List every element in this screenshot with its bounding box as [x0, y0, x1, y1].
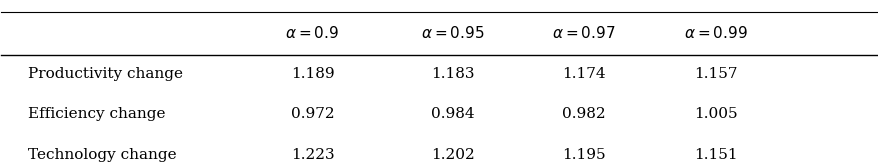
Text: 1.151: 1.151: [693, 148, 737, 162]
Text: 1.183: 1.183: [430, 67, 474, 81]
Text: $\alpha = 0.95$: $\alpha = 0.95$: [421, 25, 484, 41]
Text: Technology change: Technology change: [27, 148, 176, 162]
Text: 0.982: 0.982: [562, 107, 605, 121]
Text: 1.005: 1.005: [693, 107, 737, 121]
Text: 1.157: 1.157: [693, 67, 737, 81]
Text: $\alpha = 0.99$: $\alpha = 0.99$: [683, 25, 746, 41]
Text: 1.202: 1.202: [430, 148, 474, 162]
Text: 0.984: 0.984: [430, 107, 474, 121]
Text: $\alpha = 0.9$: $\alpha = 0.9$: [285, 25, 339, 41]
Text: 0.972: 0.972: [291, 107, 334, 121]
Text: 1.195: 1.195: [562, 148, 605, 162]
Text: $\alpha = 0.97$: $\alpha = 0.97$: [551, 25, 615, 41]
Text: Efficiency change: Efficiency change: [27, 107, 165, 121]
Text: Productivity change: Productivity change: [27, 67, 183, 81]
Text: 1.189: 1.189: [291, 67, 334, 81]
Text: 1.223: 1.223: [291, 148, 334, 162]
Text: 1.174: 1.174: [562, 67, 605, 81]
